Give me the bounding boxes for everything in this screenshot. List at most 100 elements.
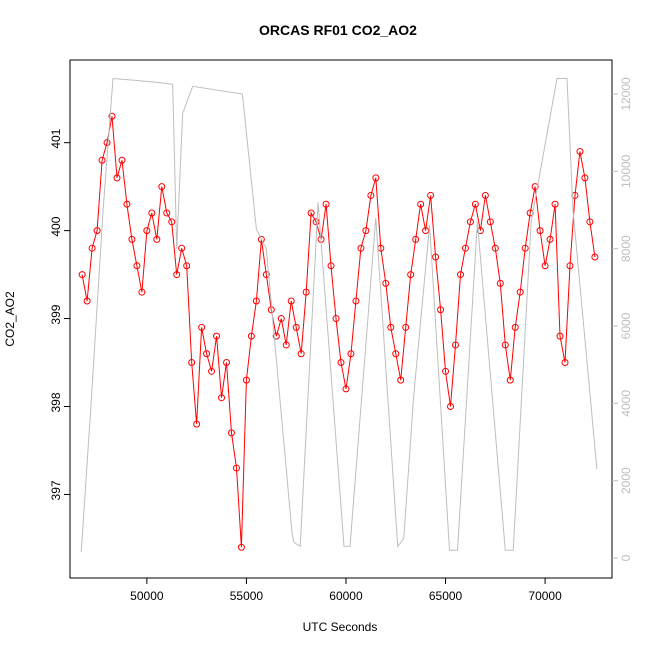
data-point: [178, 244, 186, 252]
data-point: [591, 253, 599, 261]
y-tick-label: 397: [49, 480, 63, 500]
data-point: [372, 174, 380, 182]
data-point: [163, 209, 171, 217]
data-point: [566, 262, 574, 270]
data-point: [188, 359, 196, 367]
data-point: [277, 315, 285, 323]
data-point: [501, 341, 509, 349]
data-point: [322, 200, 330, 208]
data-point: [432, 253, 440, 261]
data-point: [367, 191, 375, 199]
data-point: [541, 262, 549, 270]
data-point: [327, 262, 335, 270]
data-point: [556, 332, 564, 340]
data-point: [247, 332, 255, 340]
data-point: [103, 139, 111, 147]
data-point: [521, 244, 529, 252]
data-point: [516, 288, 524, 296]
y-tick-label: 401: [49, 128, 63, 148]
data-point: [297, 350, 305, 358]
data-point: [302, 288, 310, 296]
data-point: [491, 244, 499, 252]
data-point: [282, 341, 290, 349]
y2-tick-label: 2000: [619, 467, 633, 494]
data-point: [447, 403, 455, 411]
data-point: [168, 218, 176, 226]
data-point: [456, 271, 464, 279]
data-point: [347, 350, 355, 358]
data-point: [511, 323, 519, 331]
data-point: [496, 279, 504, 287]
data-point: [471, 200, 479, 208]
x-tick-label: 60000: [329, 589, 363, 603]
data-point: [223, 359, 231, 367]
data-point: [466, 218, 474, 226]
data-point: [252, 297, 260, 305]
data-point: [352, 297, 360, 305]
data-point: [98, 156, 106, 164]
data-point: [382, 279, 390, 287]
data-point: [262, 271, 270, 279]
y-axis-label: CO2_AO2: [3, 291, 17, 347]
data-point: [551, 200, 559, 208]
data-point: [332, 315, 340, 323]
data-point: [337, 359, 345, 367]
data-point: [402, 323, 410, 331]
data-point: [148, 209, 156, 217]
data-point: [203, 350, 211, 358]
data-point: [237, 543, 245, 551]
data-point: [108, 112, 116, 120]
data-point: [257, 235, 265, 243]
data-point: [123, 200, 131, 208]
data-line: [81, 116, 596, 548]
data-point: [208, 367, 216, 375]
data-point: [546, 235, 554, 243]
data-point: [133, 262, 141, 270]
data-point: [198, 323, 206, 331]
data-point: [232, 464, 240, 472]
y2-tick-label: 6000: [619, 312, 633, 339]
data-point: [113, 174, 121, 182]
data-point: [392, 350, 400, 358]
data-point: [183, 262, 191, 270]
data-point: [272, 332, 280, 340]
data-point: [213, 332, 221, 340]
data-point: [307, 209, 315, 217]
data-point: [412, 235, 420, 243]
data-point: [88, 244, 96, 252]
y2-tick-label: 4000: [619, 390, 633, 417]
data-point: [561, 359, 569, 367]
data-point: [531, 183, 539, 191]
data-point: [218, 394, 226, 402]
data-point: [143, 227, 151, 235]
y-tick-label: 398: [49, 392, 63, 412]
data-point: [442, 367, 450, 375]
data-point: [128, 235, 136, 243]
data-point: [506, 376, 514, 384]
data-point: [476, 227, 484, 235]
data-point: [83, 297, 91, 305]
data-point: [292, 323, 300, 331]
data-point: [536, 227, 544, 235]
x-tick-label: 50000: [130, 589, 164, 603]
data-point: [242, 376, 250, 384]
data-point: [342, 385, 350, 393]
data-point: [407, 271, 415, 279]
x-tick-label: 55000: [230, 589, 264, 603]
data-point: [287, 297, 295, 305]
data-point: [576, 147, 584, 155]
y2-tick-label: 0: [619, 554, 633, 561]
x-axis-label: UTC Seconds: [303, 620, 378, 634]
data-point: [586, 218, 594, 226]
data-point: [362, 227, 370, 235]
chart-title: ORCAS RF01 CO2_AO2: [259, 22, 417, 38]
data-point: [78, 271, 86, 279]
data-point: [486, 218, 494, 226]
data-point: [427, 191, 435, 199]
data-point: [397, 376, 405, 384]
data-point: [581, 174, 589, 182]
data-point: [451, 341, 459, 349]
altitude-line: [80, 77, 598, 553]
y2-tick-label: 8000: [619, 235, 633, 262]
